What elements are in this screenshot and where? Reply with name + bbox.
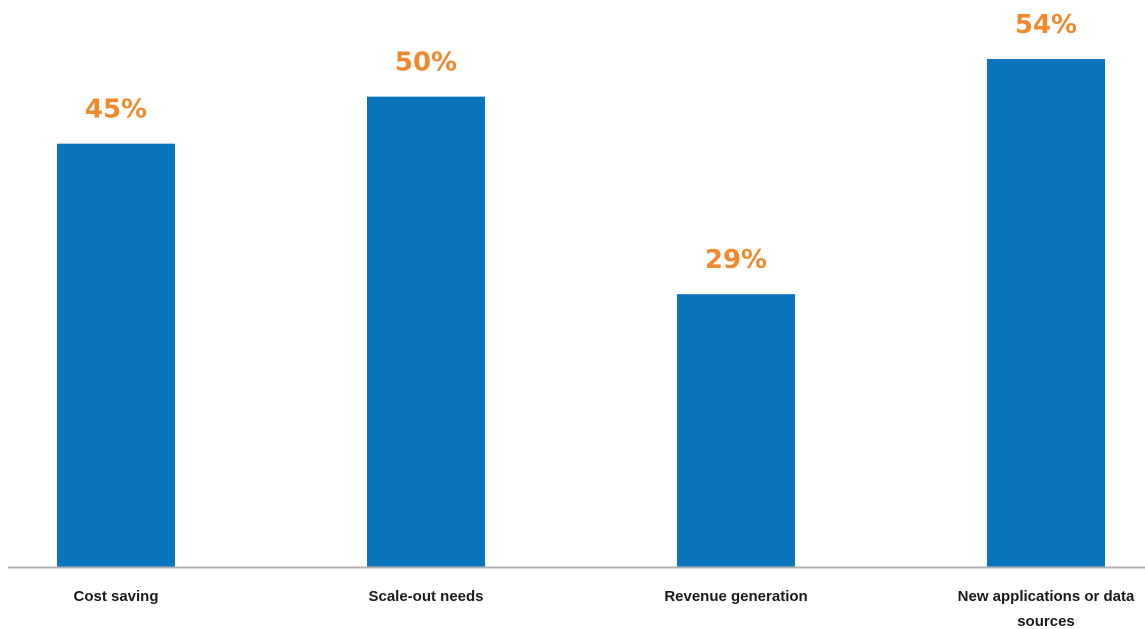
- bar-value-label: 54%: [1015, 10, 1077, 40]
- bar-2: [677, 294, 795, 567]
- category-label: Revenue generation: [664, 588, 807, 605]
- bar-value-label: 29%: [705, 245, 767, 275]
- category-label: Cost saving: [73, 588, 158, 605]
- bars-group: [57, 59, 1105, 567]
- category-label: New applications or data: [958, 588, 1135, 605]
- category-label: Scale-out needs: [368, 588, 483, 605]
- bar-value-label: 50%: [395, 48, 457, 78]
- category-labels-group: Cost saving Scale-out needs Revenue genera…: [73, 588, 1135, 629]
- bar-0: [57, 143, 175, 567]
- bar-3: [987, 59, 1105, 567]
- bar-1: [367, 96, 485, 567]
- category-label: sources: [1017, 613, 1075, 629]
- value-labels-group: 45% 50% 29% 54%: [85, 10, 1077, 275]
- bar-value-label: 45%: [85, 95, 147, 125]
